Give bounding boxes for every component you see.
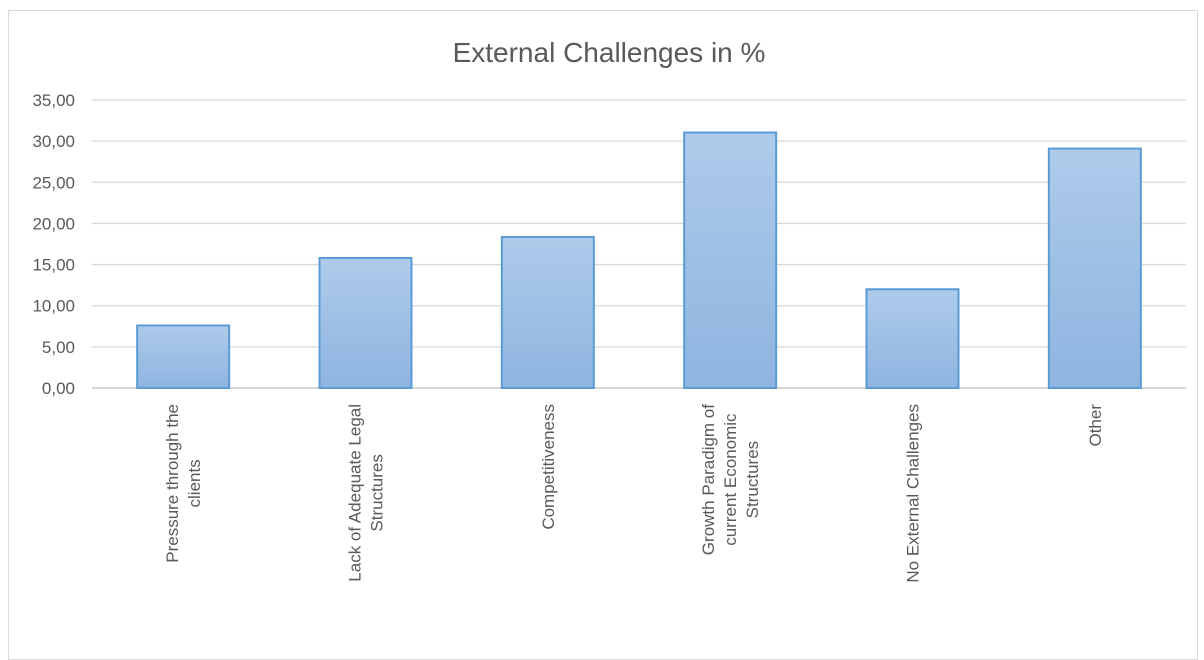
y-axis-tick-labels: 0,00 5,00 10,00 15,00 20,00 25,00 30,00 35,00: [32, 91, 75, 398]
y-tick-label: 20,00: [32, 214, 75, 233]
y-tick-label: 0,00: [42, 379, 75, 398]
bars: [136, 131, 1142, 390]
x-category-label: Competitiveness: [539, 404, 558, 530]
bar: [136, 324, 231, 390]
x-category-label: Lack of Adequate Legal Structures: [346, 404, 387, 582]
bar: [500, 236, 595, 389]
gridlines: [92, 99, 1186, 389]
chart-title: External Challenges in %: [453, 37, 766, 68]
bar: [1047, 147, 1142, 389]
x-category-label: Pressure through the clients: [163, 404, 204, 563]
x-category-label: Other: [1086, 404, 1105, 447]
y-tick-label: 10,00: [32, 297, 75, 316]
y-tick-label: 15,00: [32, 256, 75, 275]
bar: [318, 256, 413, 390]
y-tick-label: 5,00: [42, 338, 75, 357]
bar: [683, 131, 778, 389]
y-tick-label: 25,00: [32, 173, 75, 192]
y-tick-label: 35,00: [32, 91, 75, 110]
y-tick-label: 30,00: [32, 132, 75, 151]
x-category-label: No External Challenges: [904, 404, 923, 583]
bar: [865, 288, 960, 389]
x-axis-category-labels: Pressure through the clients Lack of Adequ…: [163, 404, 1105, 583]
x-category-label: Growth Paradigm of current Economic Struct…: [699, 404, 762, 555]
